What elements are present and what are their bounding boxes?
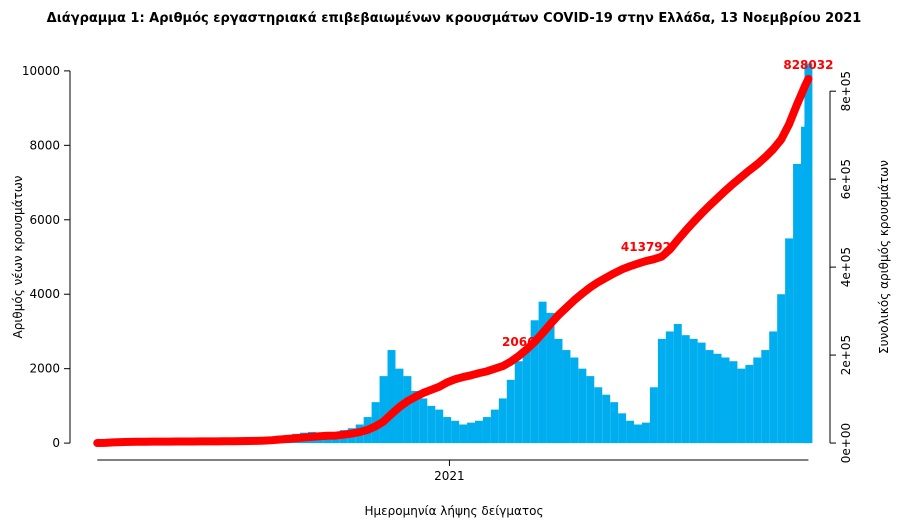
bar (419, 398, 427, 443)
bar (769, 331, 777, 443)
bar (578, 369, 586, 443)
bar (658, 339, 666, 443)
x-tick-label: 2021 (434, 469, 465, 483)
bar (443, 417, 451, 443)
y2-axis-label: Συνολικός αριθμός κρουσμάτων (877, 160, 891, 354)
y2-tick-label: 4e+05 (839, 247, 853, 287)
bar (737, 369, 745, 443)
y2-tick-label: 6e+05 (839, 159, 853, 199)
y2-tick-label: 8e+05 (839, 71, 853, 111)
bar (403, 376, 411, 443)
y-tick-label: 10000 (22, 64, 60, 78)
y2-tick-label: 2e+05 (839, 335, 853, 375)
bar (451, 421, 459, 443)
bar (706, 350, 714, 443)
annotation: 413792 (621, 240, 671, 254)
bar (610, 402, 618, 443)
bar (666, 331, 674, 443)
bar (499, 398, 507, 443)
bar (729, 361, 737, 443)
bar (626, 421, 634, 443)
bar (380, 376, 388, 443)
annotation: 828032 (783, 58, 833, 72)
y-tick-label: 8000 (29, 138, 60, 152)
bar (714, 354, 722, 443)
y-tick-label: 0 (52, 436, 60, 450)
bar (777, 294, 785, 443)
bar (570, 358, 578, 444)
bar (523, 350, 531, 443)
bar (745, 365, 753, 443)
y2-tick-label: 0e+00 (839, 423, 853, 463)
y-tick-label: 4000 (29, 287, 60, 301)
chart-title: Διάγραμμα 1: Αριθμός εργαστηριακά επιβεβ… (47, 11, 862, 26)
bar (634, 425, 642, 444)
bar (586, 376, 594, 443)
y-axis-label: Αριθμός νέων κρουσμάτων (11, 175, 25, 338)
bar (722, 358, 730, 444)
bar (507, 380, 515, 443)
bar (682, 335, 690, 443)
y-tick-label: 6000 (29, 213, 60, 227)
bar (785, 238, 793, 443)
y-tick-label: 2000 (29, 362, 60, 376)
bar (483, 417, 491, 443)
annotation: 2066 (502, 335, 535, 349)
bar (562, 350, 570, 443)
x-axis-label: Ημερομηνία λήψης δείγματος (364, 504, 543, 518)
bar (793, 164, 801, 443)
bar (539, 302, 547, 443)
bar (602, 395, 610, 443)
bar (388, 350, 396, 443)
bar (459, 425, 467, 444)
bar (761, 350, 769, 443)
bar (435, 410, 443, 444)
bar (804, 63, 812, 443)
bar (475, 421, 483, 443)
bar (618, 413, 626, 443)
bar (753, 358, 761, 444)
bar (674, 324, 682, 443)
bar (491, 410, 499, 444)
bar (698, 343, 706, 444)
bar (594, 387, 602, 443)
bar (690, 339, 698, 443)
bar (642, 423, 650, 443)
bar (515, 361, 523, 443)
bar (427, 406, 435, 443)
bar (467, 423, 475, 443)
bar (555, 339, 563, 443)
bar (650, 387, 658, 443)
